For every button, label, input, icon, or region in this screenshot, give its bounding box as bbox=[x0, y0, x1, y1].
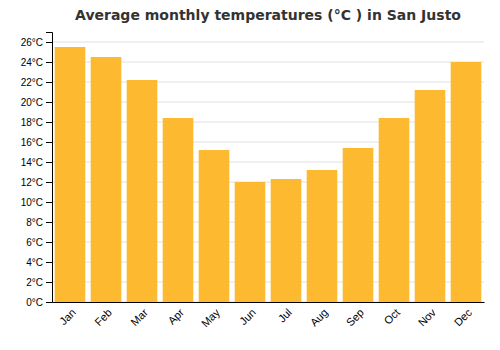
x-tick-label: Nov bbox=[416, 306, 439, 329]
x-tick-label: Apr bbox=[165, 306, 186, 327]
x-tick-label: Mar bbox=[128, 306, 150, 328]
y-tick: 16°C bbox=[21, 137, 52, 148]
y-tick: 10°C bbox=[21, 197, 52, 208]
x-tick-label: May bbox=[199, 306, 223, 330]
y-tick-mark bbox=[46, 182, 52, 183]
y-tick-mark bbox=[46, 102, 52, 103]
x-tick: Oct bbox=[381, 306, 402, 327]
y-tick-mark bbox=[46, 302, 52, 303]
x-tick: Apr bbox=[165, 306, 186, 327]
x-tick: Nov bbox=[416, 306, 439, 329]
bar bbox=[451, 62, 482, 302]
x-tick-label: Jun bbox=[237, 306, 258, 327]
y-tick: 18°C bbox=[21, 117, 52, 128]
bar bbox=[235, 182, 266, 302]
x-tick: Dec bbox=[452, 306, 475, 329]
grid bbox=[52, 42, 484, 302]
plot-area: Jan Feb Mar Apr May Jun Jul Aug Sep Oct Nov Dec 0°C 2… bbox=[21, 33, 485, 330]
bar bbox=[163, 118, 194, 302]
y-tick: 12°C bbox=[21, 177, 52, 188]
bar bbox=[91, 57, 122, 302]
y-axis-line bbox=[46, 33, 53, 303]
y-tick-label: 22°C bbox=[21, 77, 43, 88]
y-tick-label: 6°C bbox=[26, 237, 43, 248]
y-tick: 0°C bbox=[26, 297, 52, 308]
y-tick: 4°C bbox=[26, 257, 52, 268]
y-tick-mark bbox=[46, 122, 52, 123]
y-tick-label: 0°C bbox=[26, 297, 43, 308]
y-tick-label: 2°C bbox=[26, 277, 43, 288]
y-tick-label: 18°C bbox=[21, 117, 43, 128]
y-tick-mark bbox=[46, 202, 52, 203]
y-tick-label: 16°C bbox=[21, 137, 43, 148]
bar bbox=[55, 47, 86, 302]
x-tick-label: Sep bbox=[344, 306, 366, 328]
y-tick-mark bbox=[46, 242, 52, 243]
x-tick-label: Feb bbox=[92, 306, 114, 328]
y-tick: 26°C bbox=[21, 37, 52, 48]
bar bbox=[127, 80, 158, 302]
y-tick-label: 4°C bbox=[26, 257, 43, 268]
grid-line bbox=[52, 42, 484, 43]
x-tick: Aug bbox=[308, 306, 330, 328]
y-tick-mark bbox=[46, 142, 52, 143]
y-tick-label: 8°C bbox=[26, 217, 43, 228]
x-tick: Jul bbox=[276, 306, 294, 324]
x-tick-label: Jan bbox=[57, 306, 78, 327]
y-tick-mark bbox=[46, 282, 52, 283]
bar bbox=[199, 150, 230, 302]
x-tick: Feb bbox=[92, 306, 114, 328]
y-tick-mark bbox=[46, 42, 52, 43]
x-tick-label: Oct bbox=[381, 306, 402, 327]
chart-title: Average monthly temperatures (°C ) in Sa… bbox=[75, 7, 461, 23]
x-tick-label: Jul bbox=[276, 306, 294, 324]
bar bbox=[379, 118, 410, 302]
y-tick-label: 20°C bbox=[21, 97, 43, 108]
y-tick-mark bbox=[46, 222, 52, 223]
bars bbox=[55, 47, 482, 302]
y-tick: 24°C bbox=[21, 57, 52, 68]
x-axis-line bbox=[53, 302, 485, 303]
x-tick-label: Aug bbox=[308, 306, 330, 328]
y-tick-mark bbox=[46, 82, 52, 83]
y-tick-mark bbox=[46, 162, 52, 163]
bar bbox=[415, 90, 446, 302]
chart-container: Jan Feb Mar Apr May Jun Jul Aug Sep Oct Nov Dec 0°C 2… bbox=[0, 0, 500, 350]
y-tick: 8°C bbox=[26, 217, 52, 228]
y-tick-label: 24°C bbox=[21, 57, 43, 68]
bar bbox=[343, 148, 374, 302]
y-tick: 20°C bbox=[21, 97, 52, 108]
y-tick-mark bbox=[46, 62, 52, 63]
x-tick: Jan bbox=[57, 306, 78, 327]
y-tick-label: 14°C bbox=[21, 157, 43, 168]
y-tick-label: 10°C bbox=[21, 197, 43, 208]
y-tick-mark bbox=[46, 262, 52, 263]
bar bbox=[307, 170, 338, 302]
y-tick: 14°C bbox=[21, 157, 52, 168]
y-tick: 22°C bbox=[21, 77, 52, 88]
y-tick-label: 12°C bbox=[21, 177, 43, 188]
x-axis: Jan Feb Mar Apr May Jun Jul Aug Sep Oct Nov Dec bbox=[53, 303, 485, 330]
chart-svg: Jan Feb Mar Apr May Jun Jul Aug Sep Oct Nov Dec 0°C 2… bbox=[0, 0, 500, 350]
x-tick-label: Dec bbox=[452, 306, 475, 329]
y-axis: 0°C 2°C 4°C 6°C 8°C 10°C 12°C 14°C 16°C 18°C 20°C 2… bbox=[21, 33, 53, 308]
y-tick-label: 26°C bbox=[21, 37, 43, 48]
y-tick: 2°C bbox=[26, 277, 52, 288]
bar bbox=[271, 179, 302, 302]
x-tick: Mar bbox=[128, 306, 150, 328]
y-tick: 6°C bbox=[26, 237, 52, 248]
x-tick: May bbox=[199, 306, 223, 330]
x-tick: Sep bbox=[344, 306, 366, 328]
x-tick: Jun bbox=[237, 306, 258, 327]
